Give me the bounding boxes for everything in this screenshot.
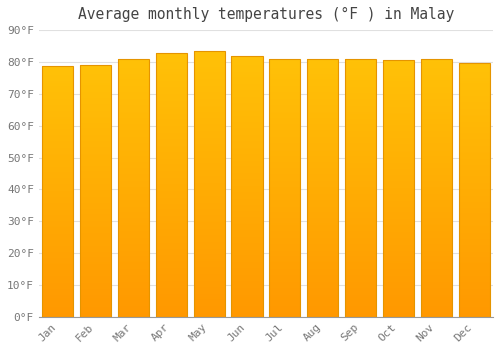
Title: Average monthly temperatures (°F ) in Malay: Average monthly temperatures (°F ) in Ma… xyxy=(78,7,454,22)
